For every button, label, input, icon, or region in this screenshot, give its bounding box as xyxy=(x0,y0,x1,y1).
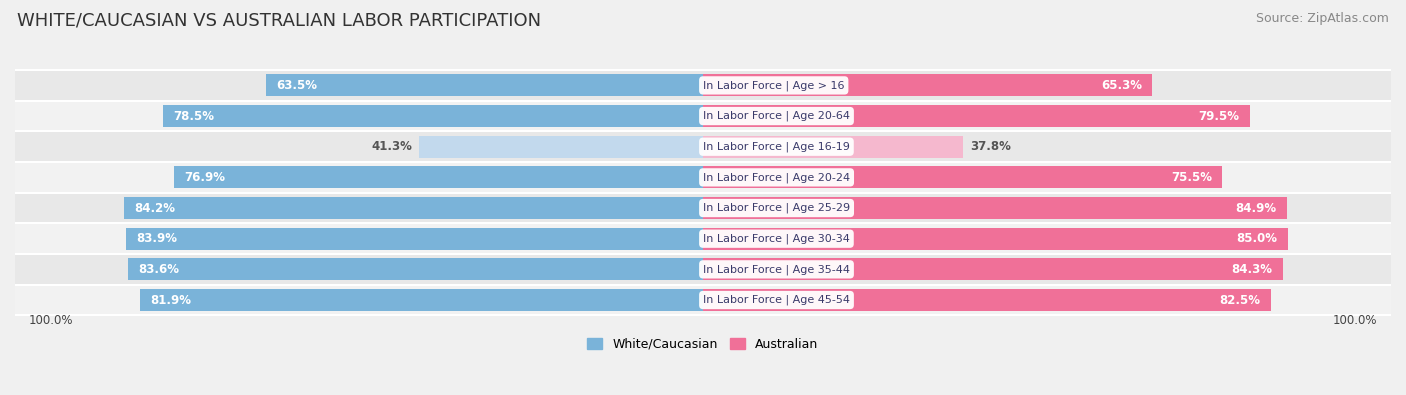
Bar xyxy=(15,193,1391,223)
Bar xyxy=(703,105,1250,127)
Bar xyxy=(15,223,1391,254)
Text: In Labor Force | Age 16-19: In Labor Force | Age 16-19 xyxy=(703,141,849,152)
Text: 83.6%: 83.6% xyxy=(138,263,179,276)
Text: Source: ZipAtlas.com: Source: ZipAtlas.com xyxy=(1256,12,1389,25)
Bar xyxy=(703,258,1284,280)
Bar xyxy=(15,101,1391,132)
Bar xyxy=(15,132,1391,162)
Text: 84.2%: 84.2% xyxy=(134,201,174,214)
Text: 79.5%: 79.5% xyxy=(1199,109,1240,122)
Text: 100.0%: 100.0% xyxy=(28,314,73,327)
Bar xyxy=(703,228,1288,250)
Text: 78.5%: 78.5% xyxy=(173,109,214,122)
Bar xyxy=(174,166,703,188)
Bar xyxy=(703,166,1222,188)
Text: WHITE/CAUCASIAN VS AUSTRALIAN LABOR PARTICIPATION: WHITE/CAUCASIAN VS AUSTRALIAN LABOR PART… xyxy=(17,12,541,30)
Text: 84.3%: 84.3% xyxy=(1232,263,1272,276)
Text: 81.9%: 81.9% xyxy=(150,293,191,307)
Bar xyxy=(163,105,703,127)
Bar xyxy=(15,70,1391,101)
Bar xyxy=(419,135,703,158)
Text: 84.9%: 84.9% xyxy=(1236,201,1277,214)
Text: 100.0%: 100.0% xyxy=(1333,314,1378,327)
Text: 37.8%: 37.8% xyxy=(970,140,1011,153)
Bar xyxy=(125,228,703,250)
Bar xyxy=(15,254,1391,285)
Bar xyxy=(15,285,1391,315)
Text: 63.5%: 63.5% xyxy=(277,79,318,92)
Text: In Labor Force | Age 30-34: In Labor Force | Age 30-34 xyxy=(703,233,849,244)
Text: In Labor Force | Age 20-64: In Labor Force | Age 20-64 xyxy=(703,111,851,121)
Text: 83.9%: 83.9% xyxy=(136,232,177,245)
Bar xyxy=(703,135,963,158)
Bar xyxy=(703,289,1271,311)
Text: 75.5%: 75.5% xyxy=(1171,171,1212,184)
Bar xyxy=(703,197,1286,219)
Text: In Labor Force | Age > 16: In Labor Force | Age > 16 xyxy=(703,80,845,90)
Bar xyxy=(15,162,1391,193)
Bar xyxy=(128,258,703,280)
Bar xyxy=(124,197,703,219)
Text: In Labor Force | Age 45-54: In Labor Force | Age 45-54 xyxy=(703,295,851,305)
Text: In Labor Force | Age 25-29: In Labor Force | Age 25-29 xyxy=(703,203,851,213)
Text: 85.0%: 85.0% xyxy=(1236,232,1278,245)
Text: 76.9%: 76.9% xyxy=(184,171,225,184)
Text: In Labor Force | Age 20-24: In Labor Force | Age 20-24 xyxy=(703,172,851,182)
Text: 65.3%: 65.3% xyxy=(1101,79,1142,92)
Text: In Labor Force | Age 35-44: In Labor Force | Age 35-44 xyxy=(703,264,851,275)
Bar xyxy=(703,74,1153,96)
Text: 41.3%: 41.3% xyxy=(371,140,412,153)
Legend: White/Caucasian, Australian: White/Caucasian, Australian xyxy=(588,338,818,351)
Bar xyxy=(266,74,703,96)
Text: 82.5%: 82.5% xyxy=(1219,293,1260,307)
Bar xyxy=(139,289,703,311)
